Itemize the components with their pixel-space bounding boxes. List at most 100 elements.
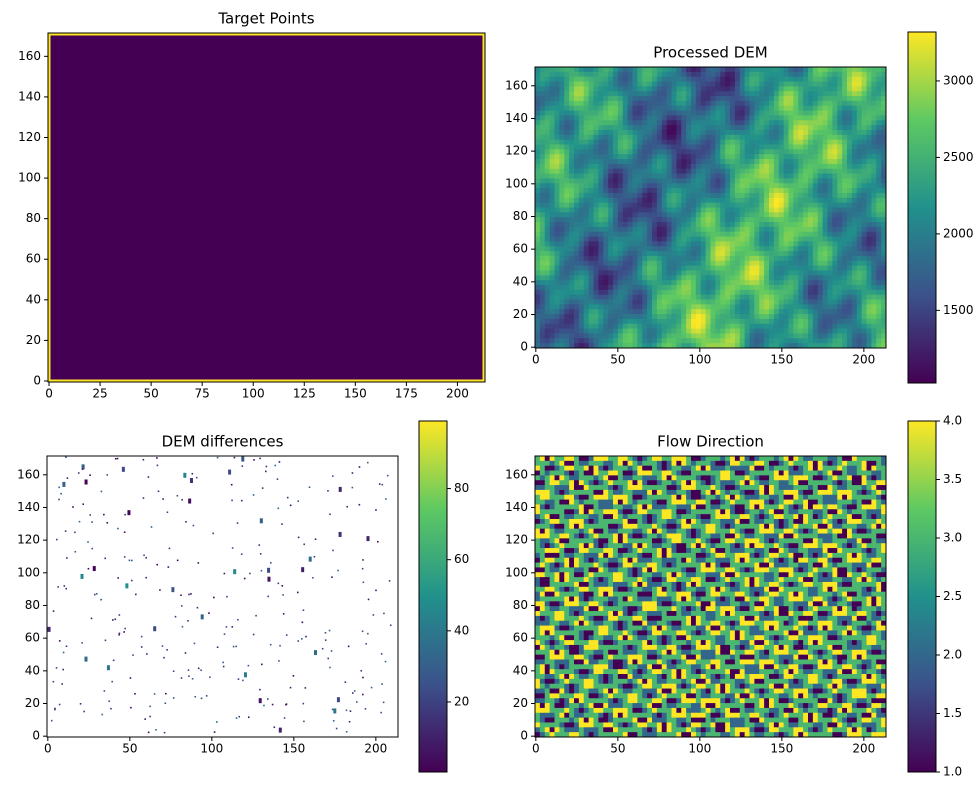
image-cell — [798, 159, 804, 165]
image-cell — [608, 154, 614, 160]
image-cell — [613, 265, 619, 271]
image-cell — [710, 188, 716, 194]
image-cell — [691, 470, 697, 476]
image-cell — [754, 86, 760, 92]
image-cell — [705, 207, 711, 213]
image-cell — [778, 173, 785, 179]
image-cell — [832, 470, 838, 476]
image-cell — [297, 500, 300, 502]
image-cell — [617, 246, 624, 252]
image-cell — [598, 241, 604, 247]
image-cell — [549, 202, 555, 208]
image-cell — [876, 115, 882, 121]
image-cell — [588, 251, 594, 257]
image-cell — [749, 328, 755, 334]
image-cell — [842, 81, 848, 87]
image-cell — [681, 460, 687, 467]
image-cell — [832, 323, 838, 330]
image-cell — [876, 314, 882, 320]
image-cell — [798, 456, 804, 462]
image-cell — [856, 202, 863, 208]
image-cell — [710, 456, 716, 462]
image-cell — [788, 67, 794, 73]
image-cell — [691, 285, 697, 291]
image-cell — [856, 328, 863, 334]
image-cell — [554, 115, 560, 121]
image-cell — [559, 475, 565, 481]
image-cell — [549, 333, 555, 339]
image-cell — [778, 86, 785, 92]
image-cell — [720, 67, 726, 73]
image-cell — [691, 144, 697, 150]
image-cell — [642, 328, 648, 334]
image-cell — [871, 212, 877, 218]
image-cell — [189, 478, 193, 484]
image-cell — [871, 192, 877, 199]
image-cell — [370, 686, 373, 689]
image-cell — [754, 460, 760, 467]
image-cell — [593, 265, 599, 271]
image-cell — [632, 71, 638, 78]
image-cell — [163, 656, 165, 659]
image-cell — [656, 460, 663, 467]
image-cell — [666, 207, 672, 213]
image-cell — [676, 76, 682, 82]
image-cell — [118, 614, 121, 616]
image-cell — [812, 304, 819, 310]
image-cell — [754, 260, 760, 267]
image-cell — [827, 163, 833, 170]
image-cell — [871, 270, 877, 276]
image-cell — [608, 125, 614, 131]
image-cell — [798, 323, 804, 330]
image-cell — [793, 96, 799, 102]
image-cell — [656, 168, 663, 174]
image-cell — [856, 183, 863, 189]
image-cell — [720, 183, 726, 189]
image-cell — [603, 241, 609, 247]
image-cell — [574, 255, 580, 262]
image-cell — [798, 328, 804, 334]
image-cell — [642, 456, 648, 462]
image-cell — [564, 71, 570, 78]
image-cell — [564, 139, 570, 145]
image-cell — [847, 91, 853, 97]
image-cell — [798, 470, 804, 476]
image-cell — [681, 280, 687, 286]
image-cell — [832, 183, 838, 189]
image-cell — [827, 71, 833, 78]
image-cell — [749, 309, 755, 315]
image-cell — [554, 299, 560, 305]
image-cell — [759, 96, 765, 102]
image-cell — [632, 212, 638, 218]
image-cell — [569, 192, 575, 199]
image-cell — [730, 314, 736, 320]
image-cell — [754, 110, 760, 116]
image-cell — [681, 318, 687, 325]
image-cell — [544, 475, 551, 481]
image-cell — [656, 222, 663, 228]
image-cell — [812, 110, 819, 116]
image-cell — [260, 569, 263, 572]
image-cell — [574, 144, 580, 150]
image-cell — [847, 465, 853, 471]
image-cell — [608, 168, 614, 174]
image-cell — [608, 304, 614, 310]
image-cell — [827, 67, 833, 73]
image-cell — [676, 275, 682, 281]
image-cell — [700, 265, 707, 271]
image-cell — [881, 115, 887, 121]
image-cell — [715, 275, 721, 281]
image-cell — [627, 246, 633, 252]
image-cell — [681, 139, 687, 145]
image-cell — [544, 183, 551, 189]
image-cell — [637, 260, 643, 267]
image-cell — [608, 192, 614, 199]
image-cell — [881, 100, 887, 107]
image-cell — [876, 207, 882, 213]
image-cell — [695, 270, 702, 276]
image-cell — [666, 309, 672, 315]
image-cell — [617, 96, 624, 102]
image-cell — [754, 197, 760, 204]
image-cell — [778, 168, 785, 174]
image-cell — [661, 285, 668, 291]
